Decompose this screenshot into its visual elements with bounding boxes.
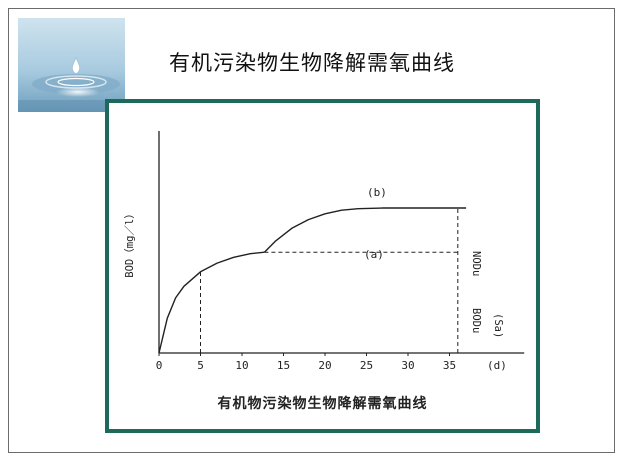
diagram-caption: 有机物污染物生物降解需氧曲线 [217, 396, 428, 412]
water-drop-icon [18, 18, 125, 112]
x-tick-label: 15 [277, 359, 290, 372]
bod-label: BODu [470, 308, 482, 333]
diagram-frame: 0 5 10 15 20 25 30 35 BOD（mg／l） (d) (b) (a) NOD… [105, 99, 540, 433]
x-tick-label: 25 [360, 359, 373, 372]
curve-a-line [158, 251, 265, 354]
x-axis-unit-label: (d) [487, 359, 507, 372]
curve-b-label: (b) [367, 186, 387, 199]
curve-b-line [263, 207, 467, 253]
x-tick-label: 30 [401, 359, 414, 372]
nod-label: NODu [470, 251, 482, 276]
x-tick-label: 0 [156, 359, 163, 372]
bod-curve-plot: 0 5 10 15 20 25 30 35 BOD（mg／l） (d) (b) (a) NOD… [124, 131, 525, 372]
x-tick-label: 5 [197, 359, 204, 372]
sa-label: (Sa) [492, 313, 504, 338]
x-tick-label: 10 [235, 359, 248, 372]
x-tick-label: 20 [318, 359, 331, 372]
curve-a-label: (a) [364, 248, 384, 261]
slide-title: 有机污染物生物降解需氧曲线 [169, 51, 455, 75]
y-axis-label: BOD（mg／l） [124, 208, 136, 277]
slide: 有机污染物生物降解需氧曲线 0 5 10 15 20 25 30 35 BOD（mg／l） (… [8, 8, 615, 453]
x-tick-label: 35 [443, 359, 456, 372]
